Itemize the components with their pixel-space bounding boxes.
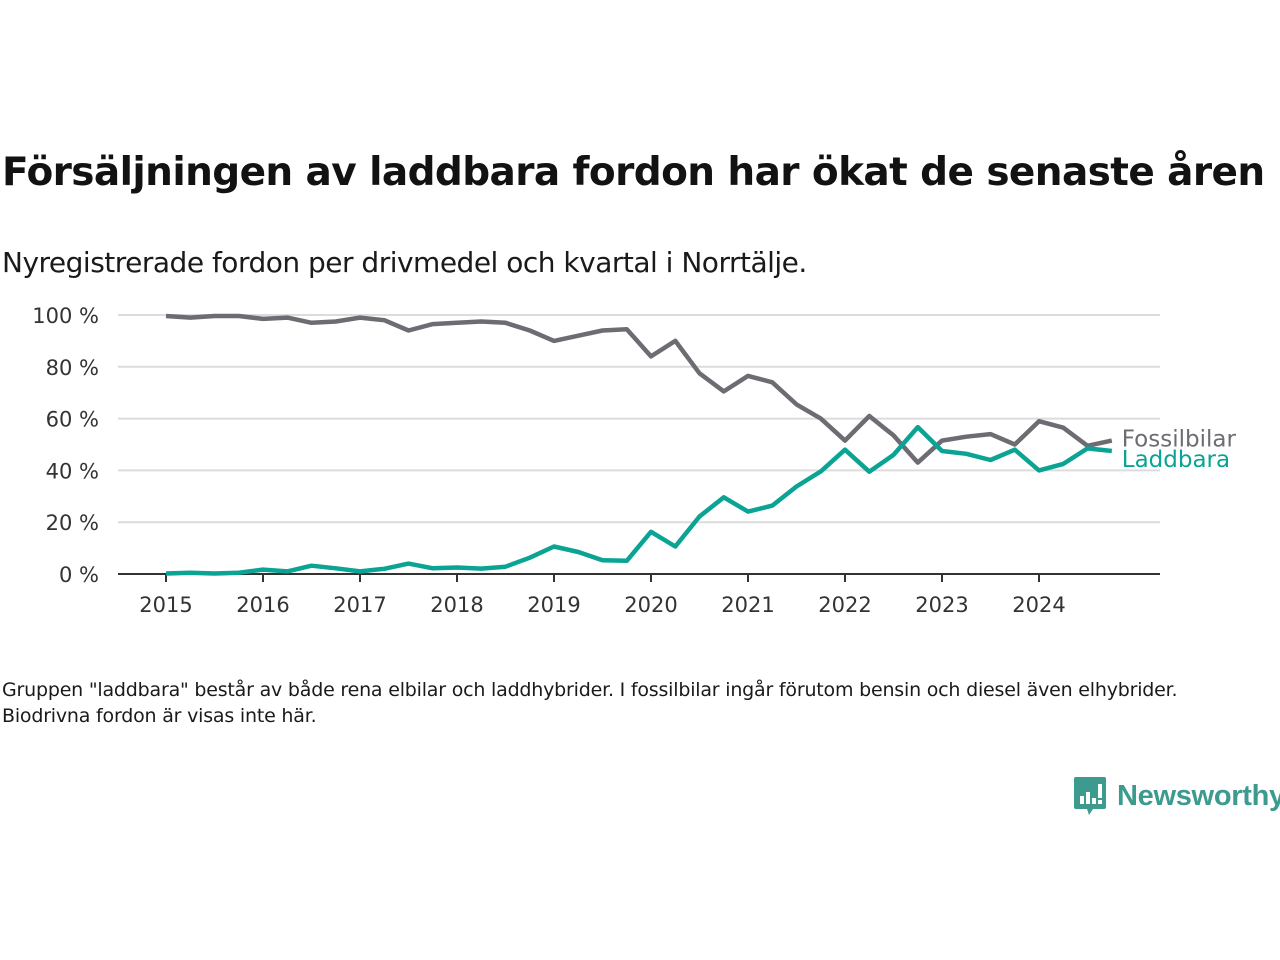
y-axis-ticks: 0 % 20 % 40 % 60 % 80 % 100 % xyxy=(32,304,99,587)
x-tick-label: 2015 xyxy=(139,593,192,617)
chart-title: Försäljningen av laddbara fordon har öka… xyxy=(2,150,1265,195)
footnote: Gruppen "laddbara" består av både rena e… xyxy=(2,679,1178,727)
newsworthy-logo[interactable]: Newsworthy xyxy=(1073,776,1280,816)
y-tick-label: 80 % xyxy=(46,356,99,380)
x-tick-label: 2024 xyxy=(1012,593,1065,617)
y-tick-label: 0 % xyxy=(59,563,99,587)
series-line-laddbara xyxy=(165,424,1113,576)
line-chart: 0 %20 %40 %60 %80 %100 % 2015 2016 2017 201… xyxy=(32,304,1238,617)
x-tick-label: 2021 xyxy=(721,593,774,617)
x-tick-label: 2017 xyxy=(333,593,386,617)
gridlines xyxy=(118,314,1160,524)
x-tick-label: 2019 xyxy=(527,593,580,617)
x-axis: 2015 2016 2017 2018 2019 2020 2021 2022 2023 2024 xyxy=(118,573,1160,617)
bar-chart-speech-bubble-icon xyxy=(1074,777,1106,815)
x-tick-label: 2023 xyxy=(915,593,968,617)
y-tick-label: 40 % xyxy=(46,459,99,483)
y-tick-label: 20 % xyxy=(46,511,99,535)
y-tick-label: 60 % xyxy=(46,408,99,432)
x-tick-label: 2020 xyxy=(624,593,677,617)
logo-text: Newsworthy xyxy=(1117,779,1280,812)
series-label-laddbara: Laddbara xyxy=(1122,447,1230,473)
series-lines xyxy=(165,313,1113,576)
series-line-fossilbilar xyxy=(165,313,1113,465)
x-tick-label: 2018 xyxy=(430,593,483,617)
series-label-fossilbilar: Fossilbilar xyxy=(1122,427,1237,453)
x-tick-label: 2022 xyxy=(818,593,871,617)
y-tick-label: 100 % xyxy=(32,304,99,328)
chart-subtitle: Nyregistrerade fordon per drivmedel och … xyxy=(2,246,807,279)
x-tick-label: 2016 xyxy=(236,593,289,617)
